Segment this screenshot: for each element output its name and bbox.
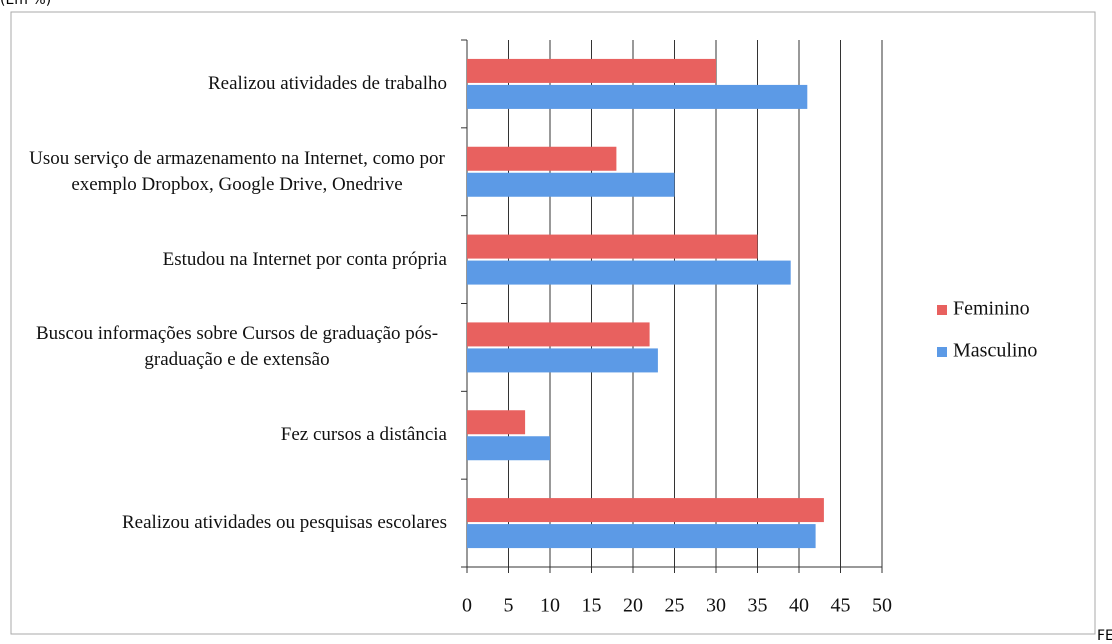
bar (467, 172, 675, 197)
legend-swatch (937, 347, 947, 357)
legend-swatch (937, 305, 947, 315)
bar (467, 146, 617, 171)
bar (467, 436, 550, 461)
legend-label: Masculino (953, 340, 1037, 362)
bar (467, 410, 526, 435)
y-tick-label: Realizou atividades de trabalho (208, 72, 447, 94)
x-tick-label: 50 (872, 595, 892, 617)
source: FE (1097, 628, 1112, 644)
x-tick-label: 40 (789, 595, 809, 617)
y-tick-label: Realizou atividades ou pesquisas escolar… (121, 512, 447, 534)
y-tick-label: Fez cursos a distância (280, 424, 447, 446)
bar (467, 498, 824, 523)
subtitle: (Em %) (0, 0, 52, 8)
category-label-box: Usou serviço de armazenamento na Interne… (17, 146, 447, 198)
y-tick-label: Estudou na Internet por conta própria (162, 248, 447, 270)
bar (467, 58, 716, 83)
category-label-box: Buscou informações sobre Cursos de gradu… (17, 321, 447, 373)
x-tick-label: 10 (540, 595, 560, 617)
category-label-box: Realizou atividades de trabalho (17, 71, 447, 97)
bar (467, 260, 791, 285)
bar (467, 234, 758, 259)
bar (467, 84, 808, 109)
x-tick-label: 0 (462, 595, 472, 617)
bar (467, 348, 658, 373)
bar (467, 524, 816, 549)
x-tick-label: 20 (623, 595, 643, 617)
x-tick-label: 15 (582, 595, 602, 617)
x-tick-label: 5 (504, 595, 514, 617)
category-label-box: Fez cursos a distância (17, 422, 447, 448)
x-tick-label: 25 (665, 595, 685, 617)
legend-label: Feminino (953, 298, 1030, 320)
x-tick-label: 30 (706, 595, 726, 617)
y-tick-label: Usou serviço de armazenamento na Interne… (29, 147, 445, 195)
category-label-box: Realizou atividades ou pesquisas escolar… (17, 510, 447, 536)
bar (467, 322, 650, 347)
category-label-box: Estudou na Internet por conta própria (17, 247, 447, 273)
x-tick-label: 35 (748, 595, 768, 617)
x-tick-label: 45 (831, 595, 851, 617)
y-tick-label: Buscou informações sobre Cursos de gradu… (35, 323, 439, 371)
